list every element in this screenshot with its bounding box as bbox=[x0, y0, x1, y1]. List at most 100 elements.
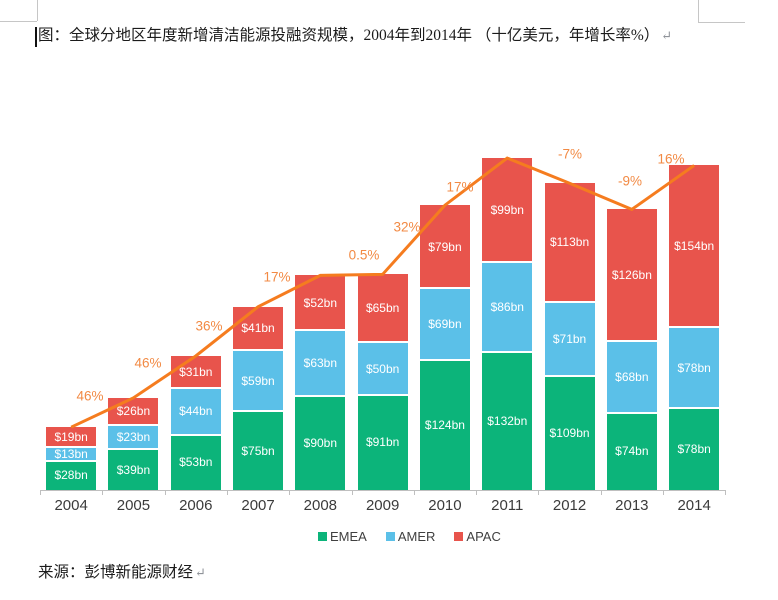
growth-rate-label: 36% bbox=[195, 318, 223, 334]
bar-segment bbox=[108, 449, 159, 490]
growth-rate-label: -9% bbox=[617, 173, 643, 189]
axis-tick bbox=[476, 490, 478, 495]
x-axis-line bbox=[40, 490, 726, 491]
legend-item-apac: APAC bbox=[454, 529, 501, 544]
bar-value-label: $78bn bbox=[677, 442, 711, 457]
apac-swatch-icon bbox=[454, 532, 464, 541]
bar-value-label: $44bn bbox=[179, 404, 213, 419]
bar-segment bbox=[108, 425, 159, 450]
bar-segment bbox=[46, 447, 97, 461]
segment-separator bbox=[544, 374, 595, 377]
segment-separator bbox=[108, 448, 159, 451]
segment-separator bbox=[669, 325, 720, 328]
bar-segment bbox=[46, 460, 97, 490]
figure-caption[interactable]: 图：全球分地区年度新增清洁能源投融资规模，2004年到2014年 （十亿美元，年… bbox=[38, 23, 706, 49]
bar-value-label: $75bn bbox=[241, 443, 275, 458]
segment-separator bbox=[419, 359, 470, 362]
year-label: 2008 bbox=[303, 497, 338, 514]
bar-value-label: $113bn bbox=[549, 235, 590, 250]
bar-value-label: $23bn bbox=[116, 430, 151, 445]
segment-separator bbox=[295, 394, 346, 397]
growth-rate-label: 32% bbox=[393, 219, 421, 235]
bar-value-label: $19bn bbox=[54, 430, 88, 445]
emea-swatch-icon bbox=[318, 532, 327, 541]
axis-tick bbox=[351, 490, 353, 495]
segment-separator bbox=[357, 341, 408, 344]
segment-separator bbox=[669, 407, 720, 410]
growth-rate-label: 17% bbox=[446, 179, 474, 195]
source-line[interactable]: 来源：彭博新能源财经 ↵ bbox=[38, 560, 538, 586]
bar-value-label: $28bn bbox=[54, 468, 88, 483]
year-label: 2011 bbox=[491, 497, 524, 514]
segment-separator bbox=[544, 300, 595, 303]
axis-tick bbox=[102, 490, 104, 495]
bar-value-label: $124bn bbox=[424, 418, 465, 433]
bar-value-label: $50bn bbox=[365, 361, 400, 376]
segment-separator bbox=[170, 433, 221, 436]
growth-rate-label: 17% bbox=[263, 269, 291, 285]
figure-caption-text: 图：全球分地区年度新增清洁能源投融资规模，2004年到2014年 （十亿美元，年… bbox=[38, 27, 660, 44]
text-boundary-mark-top-right-horizontal bbox=[698, 22, 745, 23]
chart-legend: EMEA AMER APAC bbox=[318, 529, 501, 544]
text-boundary-mark-top-left-horizontal bbox=[0, 21, 37, 22]
year-label: 2005 bbox=[116, 497, 151, 514]
segment-separator bbox=[357, 393, 408, 396]
legend-label-amer: AMER bbox=[397, 529, 436, 544]
bar-value-label: $13bn bbox=[54, 446, 88, 461]
amer-swatch-icon bbox=[385, 532, 395, 541]
bar-value-label: $59bn bbox=[241, 373, 275, 388]
year-label: 2006 bbox=[179, 497, 213, 514]
bar-value-label: $86bn bbox=[490, 299, 524, 314]
bar-value-label: $65bn bbox=[365, 301, 400, 316]
axis-tick bbox=[289, 490, 291, 495]
growth-rate-label: 0.5% bbox=[348, 247, 380, 263]
segment-separator bbox=[606, 340, 657, 343]
axis-tick bbox=[164, 490, 166, 495]
axis-tick bbox=[600, 490, 602, 495]
axis-tick bbox=[413, 490, 415, 495]
segment-separator bbox=[482, 350, 533, 353]
growth-rate-label: 46% bbox=[134, 355, 162, 371]
legend-label-apac: APAC bbox=[466, 529, 501, 544]
axis-tick bbox=[538, 490, 540, 495]
year-label: 2012 bbox=[552, 497, 587, 514]
legend-item-amer: AMER bbox=[385, 529, 436, 544]
bar-value-label: $91bn bbox=[365, 435, 400, 450]
bar-segment bbox=[170, 434, 221, 490]
segment-separator bbox=[482, 260, 533, 263]
paragraph-mark-icon: ↵ bbox=[661, 28, 673, 43]
year-label: 2004 bbox=[54, 497, 88, 514]
bar-value-label: $126bn bbox=[611, 268, 652, 283]
bar-value-label: $52bn bbox=[303, 295, 338, 310]
segment-separator bbox=[233, 410, 284, 413]
year-label: 2010 bbox=[428, 497, 462, 514]
growth-rate-label: 46% bbox=[76, 388, 104, 404]
segment-separator bbox=[233, 348, 284, 351]
segment-separator bbox=[170, 387, 221, 390]
bar-value-label: $68bn bbox=[615, 369, 649, 384]
bar-value-label: $26bn bbox=[116, 404, 151, 419]
segment-separator bbox=[108, 424, 159, 427]
bar-value-label: $109bn bbox=[549, 425, 590, 440]
source-text: 来源：彭博新能源财经 bbox=[38, 564, 194, 581]
segment-separator bbox=[295, 328, 346, 331]
bar-value-label: $90bn bbox=[303, 435, 338, 450]
bar-value-label: $53bn bbox=[179, 455, 213, 470]
growth-rate-label: 16% bbox=[657, 151, 685, 167]
segment-separator bbox=[419, 286, 470, 289]
bar-value-label: $63bn bbox=[303, 355, 338, 370]
year-label: 2007 bbox=[241, 497, 275, 514]
year-label: 2009 bbox=[365, 497, 400, 514]
year-label: 2014 bbox=[677, 497, 711, 514]
year-label: 2013 bbox=[615, 497, 649, 514]
bar-value-label: $41bn bbox=[241, 321, 275, 336]
bar-value-label: $79bn bbox=[428, 239, 462, 254]
bar-value-label: $99bn bbox=[490, 202, 524, 217]
text-cursor bbox=[35, 27, 37, 47]
axis-tick bbox=[725, 490, 727, 495]
segment-separator bbox=[46, 446, 97, 449]
paragraph-mark-icon: ↵ bbox=[195, 565, 206, 580]
bar-segment bbox=[46, 427, 97, 448]
